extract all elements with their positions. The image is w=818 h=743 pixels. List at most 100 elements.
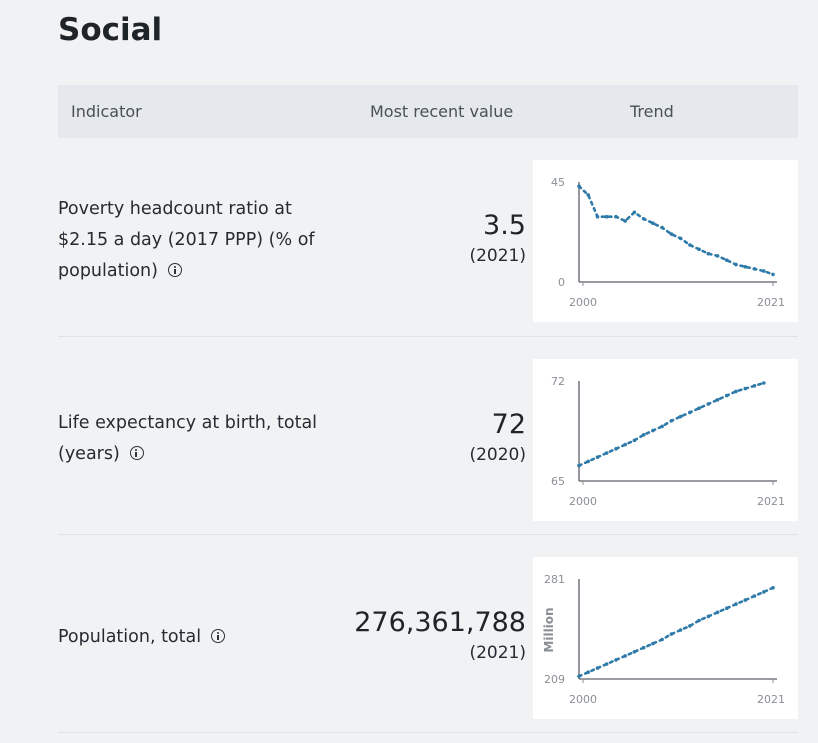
info-icon[interactable] (211, 629, 226, 643)
data-point (743, 598, 748, 602)
data-point (577, 674, 581, 679)
data-point (743, 386, 748, 391)
data-point (752, 594, 757, 598)
data-point (715, 610, 720, 615)
indicator-name: Poverty headcount ratio at $2.15 a day (… (58, 194, 328, 287)
data-point (604, 214, 609, 219)
trend-chart-svg: 45 0 2000 2021 (551, 176, 785, 309)
indicator-label: Poverty headcount ratio at $2.15 a day (… (58, 199, 315, 281)
row-divider (58, 534, 798, 535)
data-point (577, 463, 581, 468)
most-recent-value: 276,361,788 (2021) (354, 607, 526, 669)
row-divider (58, 732, 798, 733)
trend-chart-svg: 281 209 2000 2021 Million (542, 573, 785, 706)
y-tick-label-min: 65 (551, 475, 565, 488)
data-point (604, 662, 609, 666)
data-point (641, 433, 646, 437)
series-line (577, 184, 775, 276)
data-point (734, 389, 738, 394)
data-point (586, 459, 590, 464)
data-point (632, 650, 637, 654)
data-point (762, 269, 766, 273)
data-point (669, 632, 674, 636)
header-most-recent-value: Most recent value (370, 102, 514, 121)
y-tick-label-max: 45 (551, 176, 565, 189)
info-icon[interactable] (129, 446, 144, 460)
y-axis-unit-label: Million (542, 607, 556, 652)
section-title: Social (58, 12, 163, 48)
data-point (604, 451, 609, 455)
indicator-row-life-expectancy: Life expectancy at birth, total (years) … (58, 359, 798, 535)
most-recent-value: 3.5 (2021) (469, 210, 526, 272)
data-point (734, 602, 738, 606)
trend-chart[interactable]: 72 65 2000 2021 (533, 359, 798, 521)
data-point (595, 455, 600, 459)
x-tick-label-end: 2021 (757, 296, 785, 309)
data-point (678, 414, 683, 419)
data-point (688, 243, 692, 247)
data-point (651, 641, 655, 646)
data-point (706, 402, 711, 406)
indicator-name: Population, total (58, 622, 328, 653)
data-point (632, 438, 637, 443)
x-tick-label-end: 2021 (757, 693, 785, 706)
data-point (669, 419, 674, 423)
data-point (614, 658, 618, 662)
header-trend: Trend (630, 102, 674, 121)
indicator-row-population: Population, total 276,361,788 (2021) 281… (58, 557, 798, 733)
data-point (595, 214, 600, 219)
x-tick-label-start: 2000 (569, 296, 597, 309)
data-point (641, 217, 646, 221)
data-point (697, 406, 701, 410)
trend-chart-svg: 72 65 2000 2021 (551, 375, 785, 508)
data-point (752, 267, 757, 271)
header-indicator: Indicator (71, 102, 142, 121)
data-point (725, 606, 729, 610)
y-tick-label-min: 0 (558, 276, 565, 289)
data-point (752, 384, 757, 388)
data-point (697, 247, 701, 252)
x-tick-label-start: 2000 (569, 693, 597, 706)
data-point (725, 393, 729, 398)
series-line (577, 586, 775, 678)
data-point (715, 254, 720, 258)
data-point (660, 225, 664, 230)
data-point (688, 410, 692, 415)
table-header: Indicator Most recent value Trend (58, 85, 798, 138)
data-point (715, 398, 720, 402)
data-point (577, 184, 581, 188)
trend-chart[interactable]: 281 209 2000 2021 Million (533, 557, 798, 719)
most-recent-value: 72 (2020) (469, 409, 526, 471)
indicator-row-poverty: Poverty headcount ratio at $2.15 a day (… (58, 160, 798, 336)
data-point (651, 221, 655, 225)
data-point (586, 193, 590, 197)
data-point (725, 258, 729, 262)
trend-chart[interactable]: 45 0 2000 2021 (533, 160, 798, 322)
data-point (706, 251, 711, 256)
value-year: (2021) (469, 246, 526, 266)
x-tick-label-start: 2000 (569, 495, 597, 508)
value-number: 3.5 (483, 210, 526, 241)
data-point (743, 265, 748, 269)
data-point (623, 654, 627, 658)
data-point (632, 210, 637, 215)
data-point (623, 442, 627, 447)
data-point (595, 666, 600, 670)
data-point (614, 214, 618, 219)
data-point (697, 618, 701, 623)
data-point (771, 586, 775, 590)
row-divider (58, 336, 798, 337)
indicator-name: Life expectancy at birth, total (years) (58, 408, 328, 470)
data-point (706, 614, 711, 619)
value-number: 276,361,788 (354, 607, 526, 638)
indicator-label: Population, total (58, 627, 202, 647)
info-icon[interactable] (167, 263, 182, 277)
data-point (688, 624, 692, 628)
y-tick-label-max: 72 (551, 375, 565, 388)
x-tick-label-end: 2021 (757, 495, 785, 508)
indicator-label: Life expectancy at birth, total (years) (58, 413, 318, 464)
data-point (660, 637, 664, 642)
data-point (623, 219, 627, 223)
data-point (678, 628, 683, 632)
value-year: (2020) (469, 445, 526, 465)
